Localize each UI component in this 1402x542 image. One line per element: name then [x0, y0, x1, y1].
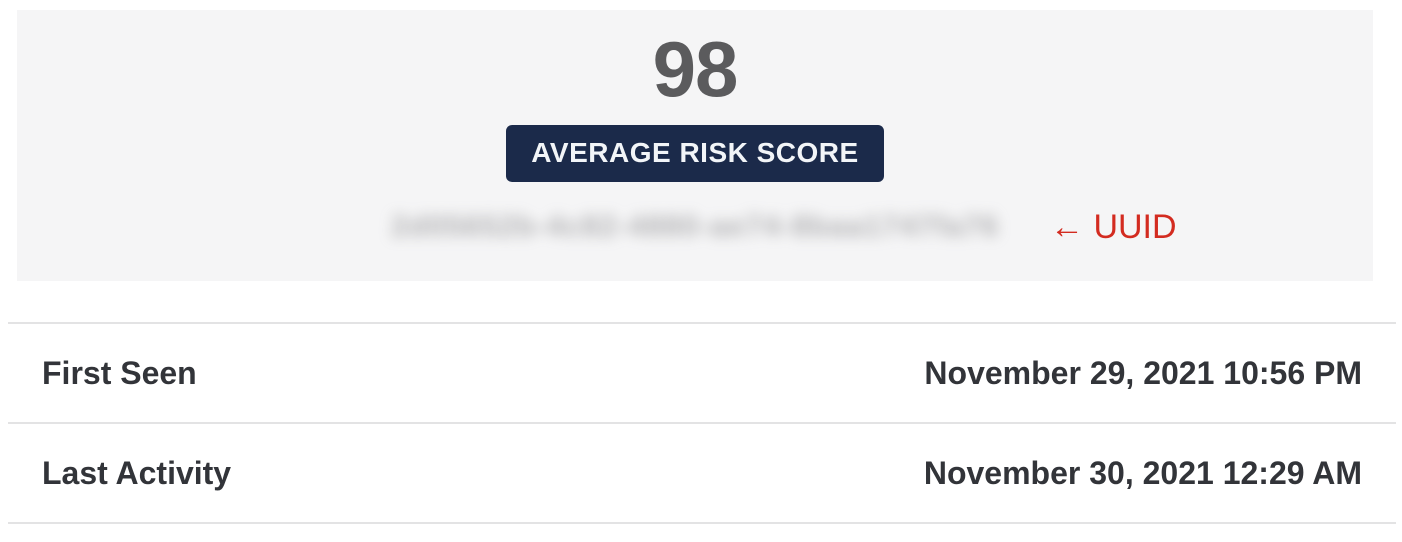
last-activity-value: November 30, 2021 12:29 AM — [923, 454, 1362, 491]
detail-row-first-seen: First Seen November 29, 2021 10:56 PM — [8, 324, 1396, 424]
last-activity-label: Last Activity — [42, 454, 232, 491]
risk-score-panel: 98 AVERAGE RISK SCORE 2d05652b-4c82-4880… — [17, 10, 1373, 281]
detail-row-last-activity: Last Activity November 30, 2021 12:29 AM — [8, 424, 1396, 524]
details-list: First Seen November 29, 2021 10:56 PM La… — [8, 322, 1396, 524]
first-seen-value: November 29, 2021 10:56 PM — [924, 354, 1362, 391]
uuid-row: 2d05652b-4c82-4880-ae74-8baa1747fa76 ← U… — [17, 208, 1373, 252]
first-seen-label: First Seen — [42, 354, 197, 391]
uuid-annotation-arrow-label: ← UUID — [1050, 208, 1177, 246]
uuid-value-redacted: 2d05652b-4c82-4880-ae74-8baa1747fa76 — [390, 210, 1000, 243]
average-risk-score-value: 98 — [652, 25, 739, 113]
average-risk-score-badge: AVERAGE RISK SCORE — [506, 125, 884, 182]
